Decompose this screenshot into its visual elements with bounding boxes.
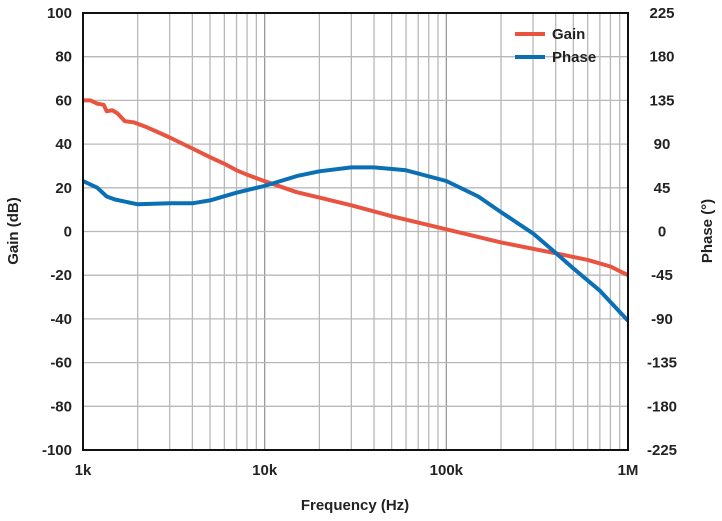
y2-tick-label: -225: [647, 442, 677, 459]
y-tick-label: -40: [50, 311, 72, 328]
y-axis-label: Gain (dB): [5, 197, 22, 265]
x-axis-ticks: 1k 10k 100k 1M: [75, 462, 639, 479]
y2-tick-label: 45: [654, 180, 671, 197]
y-tick-label: -60: [50, 355, 72, 372]
y2-tick-label: 90: [654, 136, 671, 153]
right-axis-ticks: 225 180 135 90 45 0 -45 -90 -135 -180 -225: [647, 5, 677, 459]
x-tick-label: 1k: [75, 462, 92, 479]
plot-frame: [82, 12, 629, 451]
x-tick-label: 1M: [618, 462, 639, 479]
y2-tick-label: 225: [649, 5, 674, 22]
legend-gain-label: Gain: [552, 26, 585, 43]
y-tick-label: 20: [55, 180, 72, 197]
y2-tick-label: -135: [647, 355, 677, 372]
series-phase-line: [82, 165, 630, 323]
y2-tick-label: -180: [647, 398, 677, 415]
y-tick-label: 80: [55, 49, 72, 66]
y-tick-label: 40: [55, 136, 72, 153]
y-tick-label: -100: [42, 442, 72, 459]
x-tick-label: 100k: [430, 462, 464, 479]
legend-phase-label: Phase: [552, 49, 596, 66]
legend: Gain Phase: [515, 26, 596, 66]
y-tick-label: -80: [50, 398, 72, 415]
y-tick-label: 0: [64, 224, 72, 241]
y-tick-label: -20: [50, 267, 72, 284]
y-tick-label: 100: [47, 5, 72, 22]
y2-tick-label: 180: [649, 49, 674, 66]
series-gain-line: [83, 98, 629, 277]
x-tick-label: 10k: [252, 462, 278, 479]
x-axis-label: Frequency (Hz): [301, 497, 409, 514]
y2-tick-label: -90: [651, 311, 673, 328]
y2-tick-label: 135: [649, 92, 674, 109]
grid: [82, 12, 629, 451]
y2-axis-label: Phase (°): [699, 199, 716, 263]
y2-tick-label: 0: [658, 224, 666, 241]
left-axis-ticks: 100 80 60 40 20 0 -20 -40 -60 -80 -100: [42, 5, 72, 459]
series-layer: [82, 98, 630, 323]
y-tick-label: 60: [55, 92, 72, 109]
y2-tick-label: -45: [651, 267, 673, 284]
